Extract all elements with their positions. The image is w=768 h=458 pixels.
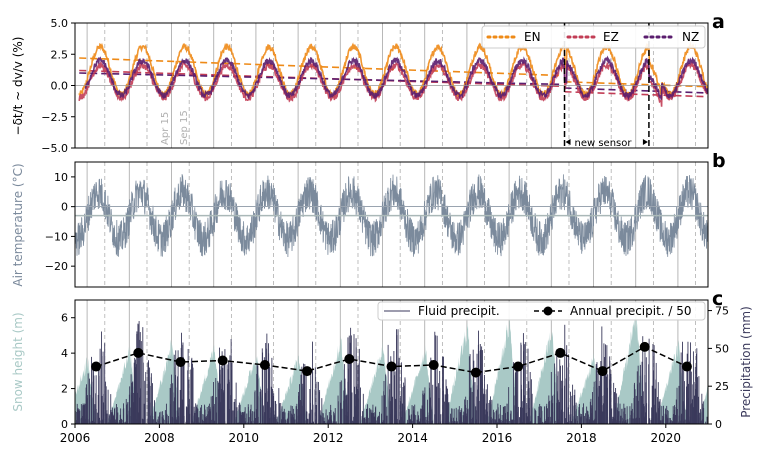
xtick-label: 2020: [651, 431, 682, 445]
snow-area: [75, 305, 708, 424]
sensor-arrow-left: [565, 139, 571, 145]
panel-c: 0 2 4 6 0 25 50 75 2006 2008 2010 2012 2014 2016 201…: [11, 288, 753, 445]
legend-annual-marker: [543, 306, 553, 316]
y-ticks-c-right: 0 25 50 75: [708, 305, 729, 431]
annual-precip-point: [639, 341, 650, 352]
xtick-label: 2008: [144, 431, 175, 445]
y-ticks-c: 0 2 4 6: [61, 312, 75, 431]
legend-box-c: [377, 301, 706, 321]
annual-precip-point: [133, 347, 144, 358]
y-axis-label-c: Snow height (m): [11, 312, 25, 411]
annual-precip-point: [344, 353, 355, 364]
panel-label-b: b: [712, 150, 726, 172]
annual-precip-point: [597, 366, 608, 377]
y-ticks-b: 10 0 −10 −20: [45, 171, 75, 273]
ytick-label-c-right: 0: [715, 418, 722, 431]
ytick-label-a: 5.0: [51, 17, 69, 30]
annotation-apr: Apr 15: [160, 112, 171, 145]
legend-c: Fluid precipit. Annual precipit. / 50: [377, 301, 706, 321]
axes-frame-c: [74, 299, 709, 425]
axes-frame-b: [74, 161, 709, 288]
ytick-label-c-right: 50: [715, 342, 729, 355]
annual-precip-point: [513, 361, 524, 372]
temperature-line: [75, 174, 708, 258]
y-axis-label-b: Air temperature (°C): [11, 163, 25, 286]
legend-fluid-label: Fluid precipit.: [418, 304, 500, 318]
new-sensor-label: new sensor: [575, 138, 633, 149]
trend-NZ: [79, 72, 561, 86]
ytick-label-c-right: 75: [715, 305, 729, 318]
panel-label-a: a: [712, 11, 725, 33]
ytick-label-a: −2.5: [41, 111, 68, 124]
ytick-label-c: 2: [61, 383, 68, 396]
xtick-label: 2010: [229, 431, 260, 445]
trend-EN: [79, 57, 561, 77]
annual-precip-point: [302, 366, 313, 377]
ytick-label-a: 0.0: [51, 80, 69, 93]
panel-a: 5.0 2.5 0.0 −2.5 −5.0 −δt/t ~ dv/v (%) a Apr…: [11, 11, 725, 155]
xtick-label: 2006: [60, 431, 91, 445]
ytick-label-b: −10: [45, 230, 68, 243]
ytick-label-b: −20: [45, 260, 68, 273]
xtick-label: 2018: [566, 431, 597, 445]
legend-annual-label: Annual precipit. / 50: [570, 304, 692, 318]
trend-EZ: [79, 69, 561, 88]
annual-precip-point: [386, 361, 397, 372]
xtick-label: 2016: [482, 431, 513, 445]
y-axis-label-a: −δt/t ~ dv/v (%): [11, 37, 25, 136]
annual-precip-point: [217, 355, 228, 366]
sensor-arrow-right: [642, 139, 648, 145]
series-NZ: [84, 55, 708, 101]
annual-precip-point: [91, 361, 102, 372]
xtick-label: 2014: [397, 431, 428, 445]
legend-a: EN EZ NZ: [481, 25, 706, 49]
x-ticks: 2006 2008 2010 2012 2014 2016 2018 2020: [60, 424, 681, 445]
temperature-series: [75, 174, 708, 258]
ytick-label-a: −5.0: [41, 142, 68, 155]
annual-precip-point: [681, 361, 692, 372]
annual-precip-series: [91, 341, 692, 378]
annotation-sep: Sep 15: [179, 110, 190, 145]
annual-precip-point: [555, 347, 566, 358]
ytick-label-a: 2.5: [51, 48, 69, 61]
y-ticks-a: 5.0 2.5 0.0 −2.5 −5.0: [41, 17, 75, 155]
snow-height-area: [75, 305, 708, 424]
panel-label-c: c: [712, 288, 723, 310]
panel-b: 10 0 −10 −20 Air temperature (°C) b: [11, 150, 726, 288]
annual-precip-point: [428, 360, 439, 371]
ytick-label-c: 0: [61, 418, 68, 431]
annual-precip-point: [259, 360, 270, 371]
annual-precip-point: [470, 367, 481, 378]
ytick-label-c-right: 25: [715, 380, 729, 393]
ytick-label-c: 6: [61, 312, 68, 325]
series-EN: [78, 41, 708, 100]
legend-EZ-label: EZ: [603, 30, 619, 44]
ytick-label-c: 4: [61, 347, 68, 360]
legend-EN-label: EN: [524, 30, 541, 44]
ytick-label-b: 0: [61, 201, 68, 214]
legend-NZ-label: NZ: [682, 30, 699, 44]
annual-precip-point: [175, 357, 186, 367]
dvv-series: [78, 41, 708, 107]
fluid-precip-bars: [75, 321, 708, 424]
y-axis-label-c-right: Precipitation (mm): [739, 306, 753, 418]
xtick-label: 2012: [313, 431, 344, 445]
ytick-label-b: 10: [54, 171, 68, 184]
